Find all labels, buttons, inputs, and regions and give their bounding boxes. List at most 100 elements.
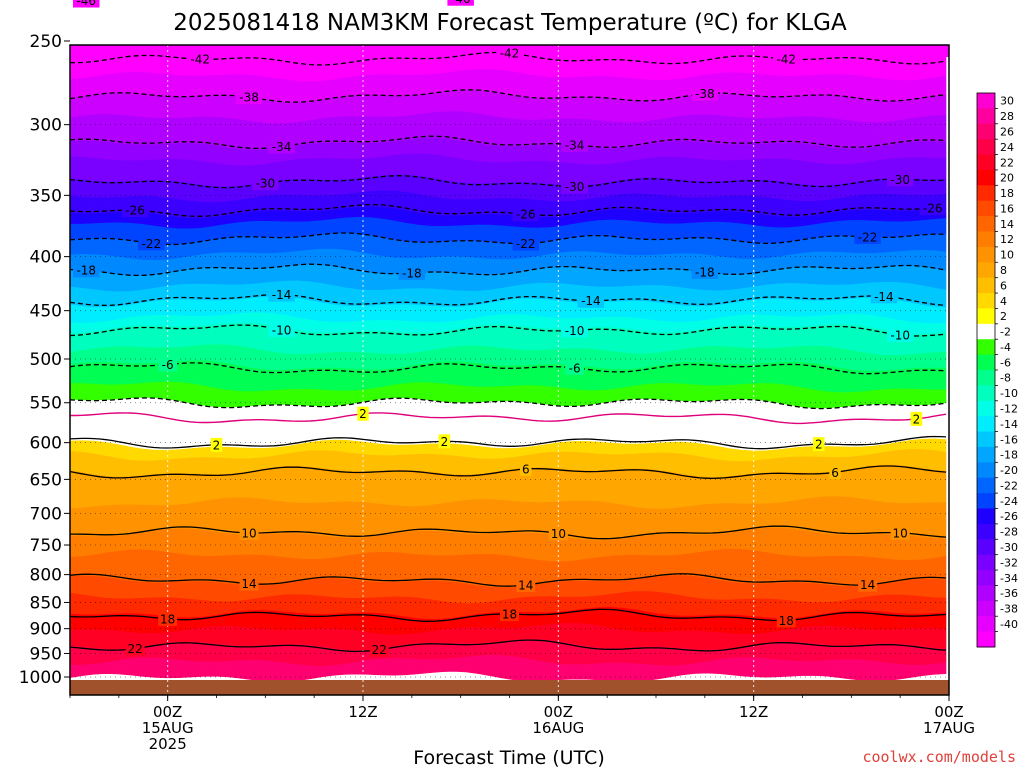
contour-label: -10 — [890, 329, 910, 343]
contour-label-bg — [235, 90, 263, 105]
contour-label: -6 — [162, 358, 174, 372]
colorbar-label: 16 — [1000, 202, 1014, 215]
contour-label-bg — [438, 434, 451, 449]
contour-line — [70, 293, 947, 307]
temperature-band — [70, 0, 946, 8]
colorbar-swatch — [977, 139, 995, 156]
contour-label-bg — [772, 51, 800, 66]
colorbar-label: 6 — [1000, 279, 1007, 292]
contour-label: -42 — [190, 53, 210, 67]
contour-label-bg — [886, 328, 914, 343]
contour-line — [70, 263, 947, 277]
contour-label: 14 — [241, 577, 256, 591]
contour-label-bg — [890, 525, 910, 540]
y-tick-label: 600 — [30, 434, 62, 454]
contour-label-bg — [357, 406, 369, 421]
contour-label: 18 — [779, 614, 794, 628]
contour-label: -14 — [874, 290, 894, 304]
colorbar-swatch — [977, 354, 995, 371]
contour-line — [70, 362, 947, 375]
contour-label: 6 — [522, 462, 530, 476]
colorbar-swatch — [977, 108, 995, 125]
contour-label-bg — [239, 525, 259, 540]
colorbar-swatch — [977, 554, 995, 571]
contour-label-bg — [125, 641, 145, 656]
contour-label-bg — [910, 411, 923, 426]
contour-label: -38 — [695, 87, 715, 101]
contour-label-bg — [158, 611, 178, 626]
contour-label: -26 — [923, 202, 943, 216]
x-tick-label: 17AUG — [923, 719, 975, 737]
y-tick-label: 300 — [30, 116, 62, 136]
colorbar-label: 8 — [1000, 264, 1007, 277]
colorbar-swatch — [977, 231, 995, 248]
contour-label: -14 — [581, 294, 601, 308]
contour-label-bg — [548, 526, 568, 541]
chart-title: 2025081418 NAM3KM Forecast Temperature (… — [173, 10, 847, 36]
y-tick-label: 250 — [30, 32, 62, 52]
y-tick-label: 1000 — [19, 668, 62, 688]
contour-label: -30 — [890, 173, 910, 187]
contour-label: -30 — [565, 180, 585, 194]
x-tick-label: 12Z — [739, 703, 768, 721]
y-tick-label: 450 — [30, 302, 62, 322]
colorbar-swatch — [977, 616, 995, 633]
contour-line — [70, 465, 947, 480]
contour-line — [70, 324, 947, 337]
contour-label: 6 — [831, 466, 839, 480]
contour-label: -38 — [239, 91, 259, 105]
colorbar-label: -24 — [1000, 495, 1018, 508]
colorbar-swatch — [977, 631, 995, 648]
colorbar-label: -12 — [1000, 402, 1018, 415]
colorbar-swatch — [977, 370, 995, 386]
contour-line — [70, 639, 947, 653]
contour-label: -18 — [76, 264, 96, 278]
contour-labels: -50-46-46-42-42-42-38-38-34-34-30-30-30-… — [73, 0, 946, 657]
temperature-band — [70, 0, 946, 3]
contour-label-bg — [447, 0, 474, 6]
colorbar-swatch — [977, 462, 995, 479]
colorbar-label: -18 — [1000, 449, 1018, 462]
y-tick-label: 800 — [30, 566, 62, 586]
x-tick-label: 00Z — [934, 703, 963, 721]
x-tick-label: 00Z — [544, 703, 573, 721]
contour-label-bg — [496, 46, 523, 61]
contour-label: -14 — [272, 288, 292, 302]
contour-label-bg — [561, 179, 588, 194]
contour-label: -6 — [569, 361, 581, 375]
colorbar-label: -14 — [1000, 418, 1018, 431]
y-tick-label: 900 — [30, 620, 62, 640]
y-tick-label: 650 — [30, 470, 62, 490]
colorbar-legend: 30 28 26 24 22 20 18 16 14 12 10 8 6 4 2 -2 -4 -6 -8 -10 -12… — [976, 92, 1018, 648]
colorbar-label: 20 — [1000, 172, 1014, 185]
contour-label-bg — [561, 137, 588, 152]
colorbar-label: -36 — [1000, 587, 1018, 600]
contour-label-bg — [268, 322, 295, 337]
colorbar-label: -20 — [1000, 464, 1018, 477]
colorbar-label: -38 — [1000, 603, 1018, 616]
contour-label-bg — [886, 172, 914, 187]
y-tick-label: 350 — [30, 186, 62, 206]
contour-label-bg — [369, 642, 389, 657]
contour-label: -18 — [695, 265, 715, 279]
contour-label-bg — [186, 52, 214, 67]
colorbar-swatch — [977, 216, 995, 232]
contour-label-bg — [500, 607, 519, 622]
contour-label-bg — [829, 465, 841, 480]
colorbar-swatch — [977, 400, 995, 417]
colorbar-label: -16 — [1000, 433, 1018, 446]
colorbar-swatch — [977, 339, 995, 356]
y-tick-label: 550 — [30, 394, 62, 414]
contour-label: 10 — [551, 527, 566, 541]
y-tick-label: 850 — [30, 593, 62, 613]
contour-label-bg — [691, 264, 719, 279]
colorbar-swatch — [977, 539, 995, 556]
colorbar-swatch — [977, 154, 995, 171]
contour-label: 2 — [359, 407, 367, 421]
colorbar-label: -8 — [1000, 372, 1011, 385]
colorbar-label: 28 — [1000, 110, 1014, 123]
contour-label: -42 — [500, 47, 520, 61]
colorbar-swatch — [977, 523, 995, 540]
